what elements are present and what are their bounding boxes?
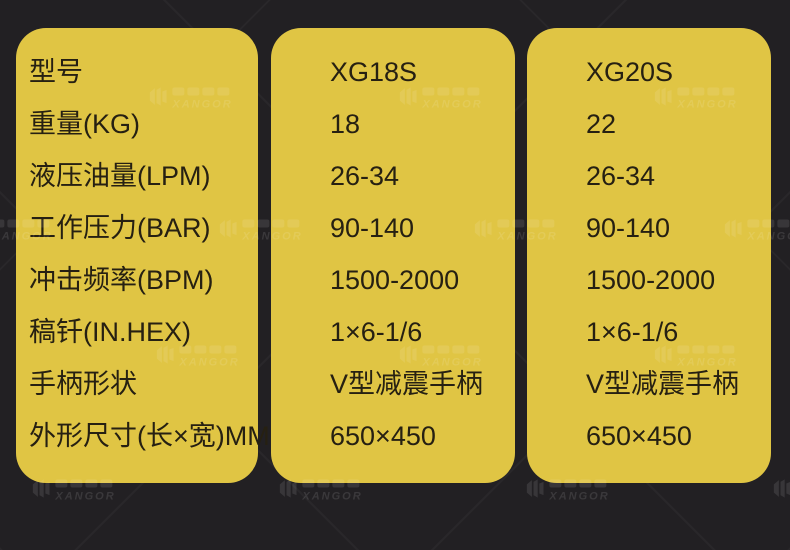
spec-label-oil-flow: 液压油量(LPM): [29, 160, 211, 191]
spec-label-working-pressure: 工作压力(BAR): [29, 212, 211, 243]
watermark: XANGOR: [771, 479, 790, 504]
spec-label-model: 型号: [29, 56, 83, 87]
xg18s-model: XG18S: [330, 56, 418, 87]
xg18s-working-pressure: 90-140: [330, 212, 415, 243]
xg20s-handle-shape: V型减震手柄: [586, 368, 740, 399]
xg20s-weight: 22: [586, 108, 617, 139]
xg20s-impact-frequency: 1500-2000: [586, 264, 716, 295]
watermark-brand-text: XANGOR: [302, 490, 363, 503]
spec-label-impact-frequency: 冲击频率(BPM): [29, 264, 214, 295]
xg18s-oil-flow: 26-34: [330, 160, 400, 191]
spec-label-chisel: 稿钎(IN.HEX): [29, 316, 191, 347]
spec-column-xg20s: XG20S 22 26-34 90-140 1500-2000 1×6-1/6 …: [527, 28, 771, 483]
xg18s-chisel: 1×6-1/6: [330, 316, 423, 347]
xg20s-working-pressure: 90-140: [586, 212, 671, 243]
spec-label-dimensions: 外形尺寸(长×宽)MM: [29, 420, 270, 451]
spec-label-handle-shape: 手柄形状: [29, 368, 137, 399]
watermark-brand-text: XANGOR: [55, 490, 116, 503]
watermark-logo-icon: [524, 479, 544, 504]
spec-column-xg18s: XG18S 18 26-34 90-140 1500-2000 1×6-1/6 …: [271, 28, 515, 483]
xg18s-dimensions: 650×450: [330, 420, 436, 451]
xg18s-impact-frequency: 1500-2000: [330, 264, 460, 295]
xg18s-handle-shape: V型减震手柄: [330, 368, 484, 399]
spec-label-weight: 重量(KG): [29, 108, 140, 139]
xg20s-dimensions: 650×450: [586, 420, 692, 451]
xg20s-model: XG20S: [586, 56, 674, 87]
spec-labels-panel: 型号 重量(KG) 液压油量(LPM) 工作压力(BAR) 冲击频率(BPM) …: [16, 28, 270, 483]
xg18s-weight: 18: [330, 108, 361, 139]
watermark-logo-icon: [771, 479, 790, 504]
watermark-brand-text: XANGOR: [549, 490, 610, 503]
xg20s-oil-flow: 26-34: [586, 160, 656, 191]
xg20s-chisel: 1×6-1/6: [586, 316, 679, 347]
